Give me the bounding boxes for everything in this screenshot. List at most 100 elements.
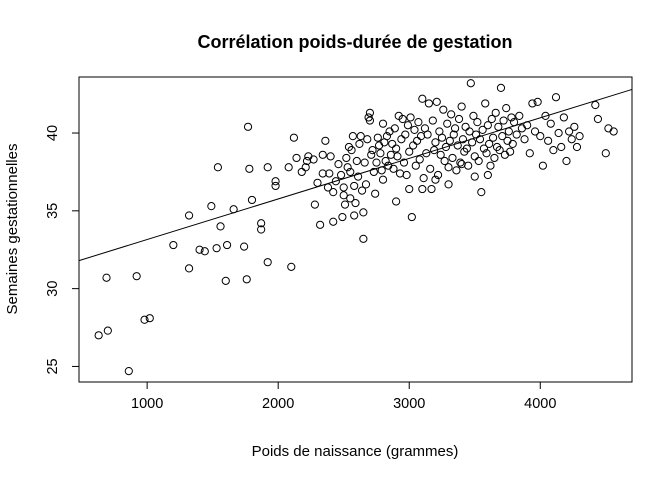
data-point: [405, 147, 414, 156]
data-point: [546, 119, 555, 128]
data-point: [449, 130, 458, 139]
data-point: [525, 149, 534, 158]
data-point: [470, 152, 479, 161]
data-point: [361, 180, 371, 189]
y-axis-label: Semaines gestationnelles: [4, 144, 21, 315]
data-point: [329, 188, 338, 197]
data-point: [457, 102, 466, 111]
data-point: [334, 160, 343, 169]
regression-line-layer: [78, 88, 633, 262]
data-point: [351, 198, 360, 208]
data-point: [145, 314, 154, 323]
data-point: [397, 135, 406, 144]
data-point: [491, 108, 500, 117]
data-point: [402, 170, 411, 180]
data-point: [551, 93, 561, 102]
data-point: [495, 146, 504, 155]
data-point: [339, 191, 348, 200]
plot-frame: [78, 76, 633, 383]
data-point: [486, 161, 495, 170]
data-point: [346, 194, 355, 203]
data-point: [221, 276, 230, 285]
x-tick-label: 4000: [524, 396, 556, 412]
data-point: [426, 164, 435, 173]
data-point: [140, 315, 149, 324]
data-point: [382, 132, 392, 141]
data-point: [464, 161, 473, 170]
data-point: [339, 183, 348, 192]
data-point: [94, 331, 103, 340]
data-point: [340, 200, 350, 209]
data-point: [444, 163, 453, 172]
data-point: [481, 99, 490, 108]
data-point: [564, 127, 574, 136]
data-point: [284, 163, 293, 172]
data-point: [395, 169, 405, 178]
data-point: [271, 177, 280, 186]
data-point: [212, 244, 221, 253]
data-point: [469, 111, 478, 121]
data-point: [462, 144, 471, 153]
data-point: [458, 135, 468, 144]
data-point: [466, 79, 475, 88]
data-point: [405, 184, 414, 194]
data-point: [494, 122, 503, 131]
data-point: [257, 225, 266, 234]
data-point: [195, 245, 204, 254]
data-point: [470, 172, 479, 181]
data-point: [409, 141, 418, 150]
data-point: [412, 136, 422, 145]
y-tick-label: 30: [45, 281, 61, 297]
data-point: [388, 139, 397, 149]
data-point: [538, 161, 547, 170]
data-point: [316, 220, 325, 229]
data-point: [482, 149, 491, 158]
data-point: [507, 113, 516, 122]
data-point: [478, 125, 487, 135]
data-point: [287, 262, 296, 271]
data-point: [541, 111, 550, 121]
data-point: [520, 135, 529, 144]
x-axis-label: Poids de naissance (grammes): [252, 443, 459, 460]
data-point: [367, 150, 376, 159]
chart-title: Corrélation poids-durée de gestation: [197, 32, 512, 52]
data-point: [213, 163, 223, 172]
data-point: [536, 132, 545, 141]
data-point: [456, 158, 465, 167]
data-point: [502, 104, 511, 113]
data-point: [352, 156, 361, 166]
data-point: [448, 153, 457, 163]
data-point: [318, 169, 327, 178]
data-point: [447, 110, 456, 119]
data-point: [389, 164, 398, 173]
data-point: [329, 217, 338, 226]
data-point: [289, 133, 299, 142]
data-point: [500, 150, 509, 159]
data-point: [485, 139, 494, 149]
data-point: [336, 170, 346, 180]
data-point: [292, 153, 301, 163]
data-point: [506, 147, 515, 156]
data-point: [247, 195, 257, 205]
data-points: [94, 79, 618, 376]
data-point: [242, 275, 251, 284]
data-point: [453, 141, 462, 150]
data-point: [428, 116, 437, 125]
data-point: [496, 83, 506, 92]
data-point: [479, 144, 489, 153]
data-point: [437, 133, 447, 142]
data-point: [443, 119, 452, 128]
data-point: [498, 132, 507, 141]
data-point: [431, 138, 440, 147]
data-point: [430, 146, 439, 155]
data-point: [350, 211, 359, 220]
data-point: [473, 118, 482, 127]
data-point: [102, 273, 111, 282]
data-point: [310, 200, 319, 209]
data-point: [487, 114, 496, 124]
data-point: [378, 175, 388, 184]
data-point: [407, 212, 416, 222]
data-point: [406, 113, 415, 122]
data-point: [422, 149, 431, 158]
